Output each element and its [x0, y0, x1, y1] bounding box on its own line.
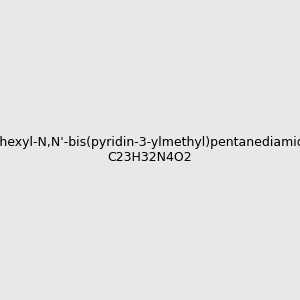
Text: 3-hexyl-N,N'-bis(pyridin-3-ylmethyl)pentanediamide
C23H32N4O2: 3-hexyl-N,N'-bis(pyridin-3-ylmethyl)pent…	[0, 136, 300, 164]
